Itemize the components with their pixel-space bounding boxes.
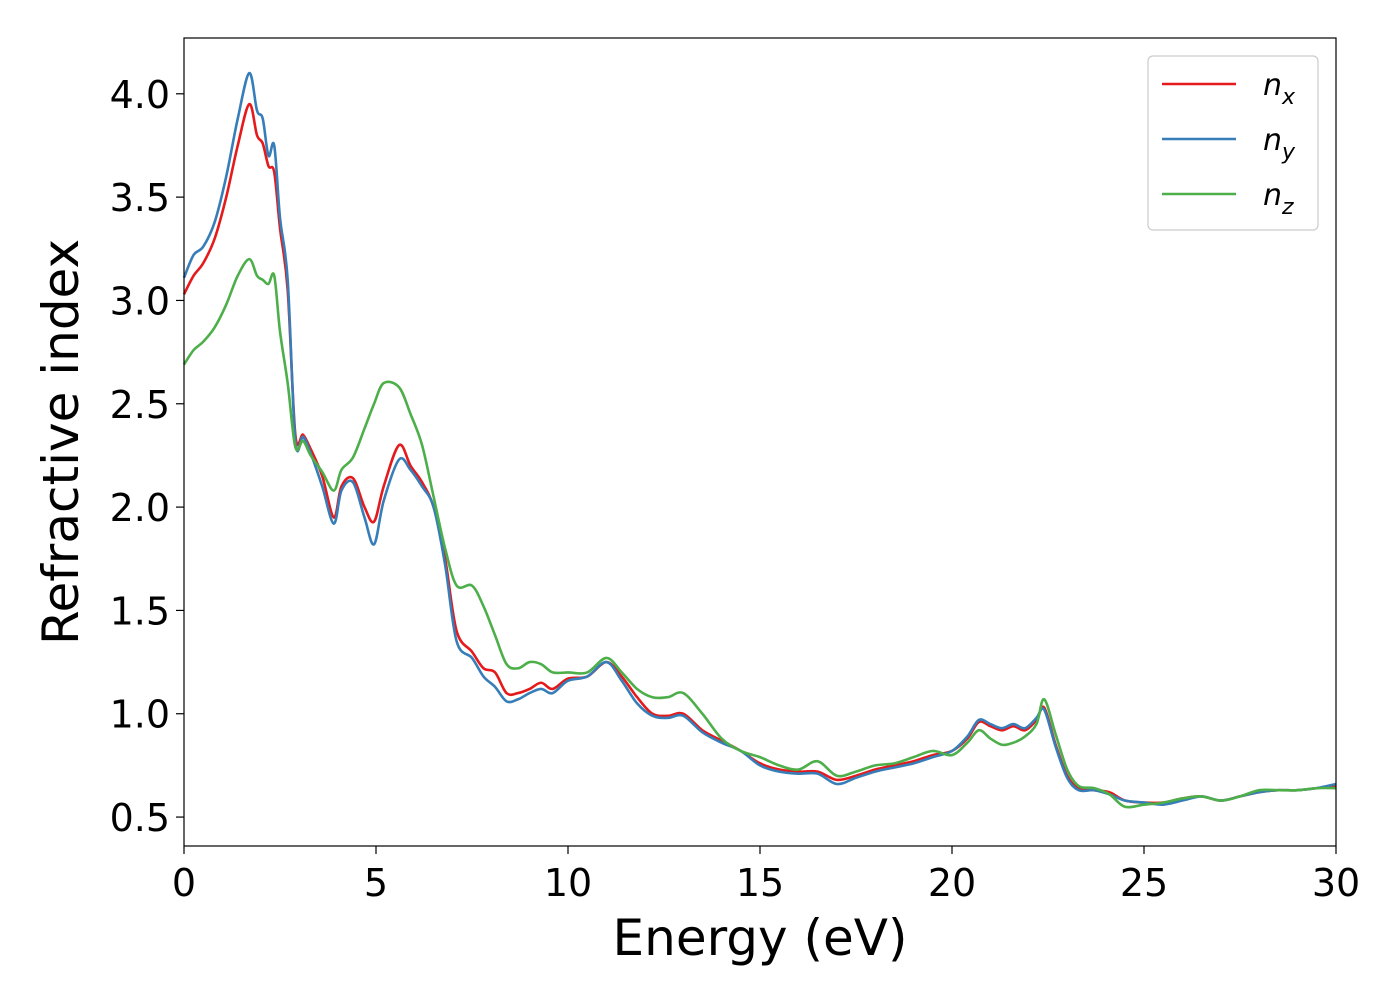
y-tick-label: 0.5: [110, 796, 170, 840]
x-tick-label: 0: [172, 861, 196, 905]
legend-frame: [1147, 55, 1319, 231]
x-axis: 0 5 10 15 20 25 30: [172, 846, 1360, 905]
legend-label-nz: nz: [1263, 178, 1294, 220]
legend: nx ny nz: [1147, 55, 1319, 231]
x-tick-label: 15: [736, 861, 784, 905]
y-tick-label: 4.0: [110, 73, 170, 117]
x-tick-label: 30: [1312, 861, 1360, 905]
legend-label-nx: nx: [1263, 68, 1296, 110]
y-axis-title: Refractive index: [32, 239, 90, 645]
y-axis: 0.5 1.0 1.5 2.0 2.5 3.0 3.5 4.0: [110, 73, 184, 840]
legend-label-ny: ny: [1263, 123, 1296, 165]
x-tick-label: 5: [364, 861, 388, 905]
y-tick-label: 1.5: [110, 589, 170, 633]
x-tick-label: 20: [928, 861, 976, 905]
series-line-nz: [182, 257, 1337, 809]
x-axis-title: Energy (eV): [613, 909, 908, 967]
plot-area: [184, 38, 1336, 846]
y-tick-label: 3.5: [110, 176, 170, 220]
x-tick-label: 10: [544, 861, 592, 905]
y-tick-label: 3.0: [110, 279, 170, 323]
y-tick-label: 2.0: [110, 486, 170, 530]
series-layer: [182, 71, 1337, 809]
series-line-nx: [182, 102, 1337, 805]
y-tick-label: 2.5: [110, 383, 170, 427]
y-tick-label: 1.0: [110, 693, 170, 737]
x-tick-label: 25: [1120, 861, 1168, 905]
